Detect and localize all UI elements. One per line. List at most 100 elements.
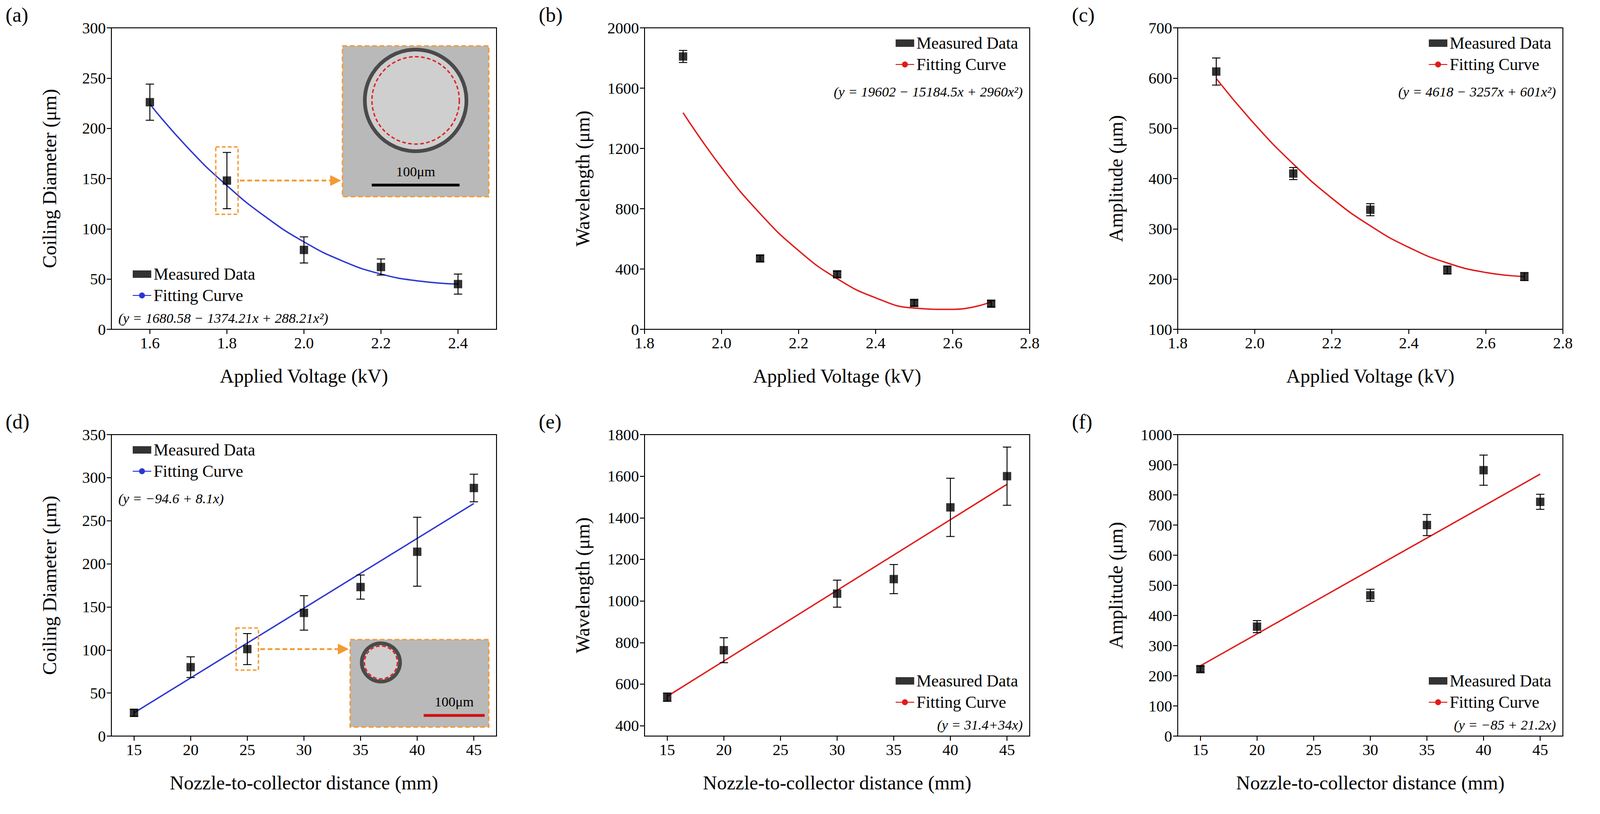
svg-text:Amplitude (μm): Amplitude (μm) [1105,522,1128,649]
svg-text:Wavelength (μm): Wavelength (μm) [572,110,594,247]
svg-text:Applied Voltage (kV): Applied Voltage (kV) [1286,365,1455,388]
svg-text:1200: 1200 [607,140,639,158]
svg-text:2.4: 2.4 [448,334,469,352]
svg-text:1.8: 1.8 [1167,334,1188,352]
svg-text:(a): (a) [5,3,29,27]
svg-text:15: 15 [659,741,676,759]
svg-text:800: 800 [1148,486,1173,504]
svg-text:300: 300 [82,469,106,487]
svg-text:250: 250 [82,69,106,87]
svg-text:(b): (b) [538,3,563,27]
svg-text:2.4: 2.4 [865,334,886,352]
svg-text:35: 35 [1419,741,1435,759]
svg-text:100μm: 100μm [395,163,435,180]
svg-text:600: 600 [1148,547,1173,565]
svg-text:Nozzle-to-collector distance (: Nozzle-to-collector distance (mm) [1236,772,1505,795]
svg-text:(e): (e) [538,410,562,434]
svg-text:30: 30 [1362,741,1379,759]
svg-text:2.4: 2.4 [1399,334,1420,352]
svg-text:1000: 1000 [607,592,639,610]
svg-text:400: 400 [1148,170,1173,188]
svg-text:150: 150 [82,598,106,616]
svg-text:Measured Data: Measured Data [1449,671,1552,691]
svg-text:Coiling Diameter (μm): Coiling Diameter (μm) [38,89,61,269]
svg-text:Measured Data: Measured Data [153,440,256,460]
svg-text:100: 100 [1148,697,1173,716]
svg-text:100μm: 100μm [434,694,474,710]
svg-text:25: 25 [1305,741,1322,759]
svg-text:Measured Data: Measured Data [916,33,1019,53]
svg-text:2.2: 2.2 [788,334,809,352]
svg-text:400: 400 [1148,607,1173,625]
svg-text:600: 600 [615,675,639,693]
svg-text:20: 20 [716,741,732,759]
svg-text:(y = 31.4+34x): (y = 31.4+34x) [936,717,1023,734]
svg-text:35: 35 [885,741,902,759]
svg-text:50: 50 [90,684,106,703]
svg-text:30: 30 [829,741,846,759]
svg-text:45: 45 [999,741,1015,759]
svg-text:Measured Data: Measured Data [153,264,256,284]
svg-text:Fitting Curve: Fitting Curve [916,693,1007,712]
svg-text:1600: 1600 [607,79,639,97]
svg-text:1800: 1800 [607,426,639,444]
svg-text:30: 30 [296,741,312,759]
svg-text:Fitting Curve: Fitting Curve [153,462,244,481]
svg-text:2.6: 2.6 [942,334,963,352]
svg-text:(f): (f) [1071,410,1093,434]
svg-text:1.6: 1.6 [140,334,161,352]
svg-text:15: 15 [1192,741,1209,759]
svg-text:0: 0 [97,728,106,746]
svg-text:50: 50 [90,270,106,288]
svg-text:Measured Data: Measured Data [1449,33,1552,53]
svg-text:40: 40 [1475,741,1492,759]
svg-text:2.0: 2.0 [711,334,732,352]
svg-text:1.8: 1.8 [217,334,238,352]
svg-text:Coiling Diameter (μm): Coiling Diameter (μm) [38,496,61,676]
svg-text:300: 300 [1148,220,1173,238]
svg-text:Measured Data: Measured Data [916,671,1019,691]
svg-text:2.2: 2.2 [371,334,392,352]
svg-text:200: 200 [1148,270,1173,288]
svg-text:(y = −85 + 21.2x): (y = −85 + 21.2x) [1453,717,1556,734]
svg-text:1600: 1600 [607,467,639,485]
svg-text:300: 300 [82,19,106,37]
svg-text:Wavelength (μm): Wavelength (μm) [572,517,594,654]
svg-text:Nozzle-to-collector distance (: Nozzle-to-collector distance (mm) [703,772,972,795]
svg-text:900: 900 [1148,456,1173,474]
svg-text:700: 700 [1148,516,1173,535]
svg-text:20: 20 [182,741,199,759]
svg-text:2000: 2000 [607,19,639,37]
svg-text:100: 100 [82,220,106,238]
svg-text:Amplitude (μm): Amplitude (μm) [1105,115,1128,242]
svg-text:2.6: 2.6 [1476,334,1497,352]
svg-text:15: 15 [126,741,142,759]
svg-text:300: 300 [1148,637,1173,655]
svg-text:1200: 1200 [607,550,639,568]
svg-text:Fitting Curve: Fitting Curve [153,286,244,305]
svg-text:(d): (d) [5,410,30,434]
svg-text:100: 100 [82,641,106,659]
svg-text:(y = 4618 − 3257x + 601x²): (y = 4618 − 3257x + 601x²) [1398,83,1556,100]
svg-text:200: 200 [82,119,106,137]
svg-text:400: 400 [615,717,639,735]
svg-text:25: 25 [239,741,256,759]
svg-text:500: 500 [1148,577,1173,595]
svg-text:2.0: 2.0 [1245,334,1265,352]
svg-text:2.8: 2.8 [1019,334,1040,352]
svg-text:2.2: 2.2 [1322,334,1342,352]
svg-text:800: 800 [615,200,639,218]
svg-text:350: 350 [82,426,106,444]
svg-text:500: 500 [1148,119,1173,137]
svg-text:400: 400 [615,260,639,278]
svg-text:150: 150 [82,170,106,188]
svg-text:1.8: 1.8 [634,334,655,352]
svg-text:Applied Voltage (kV): Applied Voltage (kV) [219,365,388,388]
svg-text:0: 0 [97,321,106,339]
svg-text:25: 25 [772,741,789,759]
svg-text:800: 800 [615,634,639,652]
svg-text:Nozzle-to-collector distance (: Nozzle-to-collector distance (mm) [169,772,439,795]
svg-text:40: 40 [942,741,959,759]
svg-text:20: 20 [1249,741,1265,759]
svg-text:45: 45 [1532,741,1549,759]
